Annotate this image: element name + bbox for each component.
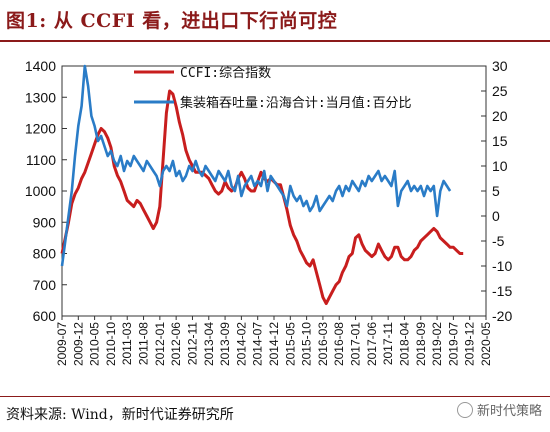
x-tick-label: 2013-04 (202, 322, 216, 366)
x-tick-label: 2013-09 (218, 322, 232, 366)
x-tick-label: 2012-06 (169, 322, 183, 366)
watermark-text: 新时代策略 (476, 404, 542, 419)
x-tick-label: 2019-12 (463, 322, 477, 366)
chart: 600 700 800 900 1000 1100 1200 1300 1400 -20 -15 -1… (25, 58, 513, 366)
y-right-tick-label: -5 (492, 233, 505, 249)
y-left-tick-label: 600 (33, 308, 57, 324)
y-right-tick-label: 15 (492, 133, 508, 149)
y-right-tick-label: 25 (492, 83, 508, 99)
x-tick-label: 2010-10 (104, 322, 118, 366)
x-tick-label: 2015-10 (300, 322, 314, 366)
y-left-tick-label: 1300 (25, 89, 56, 105)
chart-lines (60, 64, 464, 305)
y-right-tick-label: -10 (492, 258, 512, 274)
y-right-tick-label: 5 (492, 183, 500, 199)
y-left-tick-label: 800 (33, 246, 57, 262)
x-tick-label: 2016-08 (332, 322, 346, 366)
x-tick-label: 2016-03 (316, 322, 330, 366)
x-tick-label: 2018-09 (414, 322, 428, 366)
title-divider (0, 40, 550, 42)
x-tick-label: 2011-08 (137, 322, 151, 365)
legend-label-1: CCFI:综合指数 (180, 66, 271, 81)
x-tick-label: 2018-04 (397, 322, 411, 366)
wechat-icon (456, 401, 473, 418)
watermark: 新时代策略 (456, 400, 542, 419)
x-tick-label: 2019-07 (446, 322, 460, 366)
y-right-tick-label: 20 (492, 108, 508, 124)
x-tick-label: 2014-12 (267, 322, 281, 366)
y-right-tick-label: 0 (492, 208, 500, 224)
footer-divider (0, 396, 550, 397)
x-tick-label: 2015-05 (283, 322, 297, 366)
x-tick-label: 2019-02 (430, 322, 444, 366)
y-left-tick-label: 1200 (25, 121, 56, 137)
series-line-1 (60, 89, 464, 305)
x-tick-label: 2012-01 (153, 322, 167, 366)
x-tick-label: 2017-01 (349, 322, 363, 366)
y-right-tick-label: -15 (492, 283, 512, 299)
series-line-2 (60, 64, 452, 267)
x-tick-label: 2009-07 (55, 322, 69, 366)
x-tick-label: 2010-05 (88, 322, 102, 366)
y-left-tick-label: 1400 (25, 58, 56, 74)
y-right-tick-label: 10 (492, 158, 508, 174)
x-tick-label: 2014-07 (251, 322, 265, 366)
x-tick-label: 2012-11 (185, 322, 199, 365)
page-title: 图1: 从 CCFI 看，进出口下行尚可控 (6, 10, 338, 32)
x-tick-label: 2009-12 (71, 322, 85, 366)
y-left-tick-label: 1000 (25, 183, 56, 199)
x-tick-label: 2017-11 (381, 322, 395, 365)
y-right-tick-label: 30 (492, 58, 508, 74)
x-tick-label: 2020-05 (479, 322, 493, 366)
y-right-tick-label: -20 (492, 308, 512, 324)
y-left-tick-label: 1100 (26, 152, 56, 168)
y-left-tick-label: 700 (33, 277, 57, 293)
x-tick-label: 2017-06 (365, 322, 379, 366)
y-left-tick-label: 900 (33, 214, 57, 230)
source-note: 资料来源: Wind，新时代证券研究所 (6, 407, 234, 423)
chart-axes: 600 700 800 900 1000 1100 1200 1300 1400 -20 -15 -1… (25, 58, 513, 366)
legend-label-2: 集装箱吞吐量:沿海合计:当月值:百分比 (180, 95, 411, 111)
x-tick-label: 2014-02 (234, 322, 248, 366)
x-tick-label: 2011-03 (120, 322, 134, 365)
